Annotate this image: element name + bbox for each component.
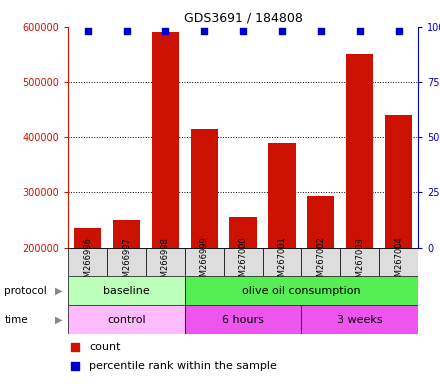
Bar (185, 248, 224, 276)
Text: GSM266998: GSM266998 (161, 237, 170, 288)
Text: time: time (4, 314, 28, 325)
Text: GSM266996: GSM266996 (83, 237, 92, 288)
Bar (107, 248, 146, 276)
Text: GSM267004: GSM267004 (394, 237, 403, 288)
Bar (146, 248, 185, 276)
Text: 6 hours: 6 hours (222, 314, 264, 325)
Bar (152, 32, 179, 358)
Bar (185, 305, 301, 334)
Bar (301, 305, 418, 334)
Point (317, 28, 324, 34)
Point (162, 28, 169, 34)
Text: ▶: ▶ (55, 314, 62, 325)
Point (279, 28, 286, 34)
Point (240, 28, 247, 34)
Text: GSM267002: GSM267002 (316, 237, 325, 288)
Text: GSM267000: GSM267000 (238, 237, 248, 288)
Bar (379, 248, 418, 276)
Bar (113, 220, 140, 358)
Bar (68, 305, 185, 334)
Point (303, 101, 310, 107)
Bar (346, 55, 373, 358)
Text: ▶: ▶ (55, 286, 62, 296)
Text: 3 weeks: 3 weeks (337, 314, 382, 325)
Point (84, 28, 91, 34)
Text: GSM266999: GSM266999 (200, 237, 209, 288)
Bar (301, 248, 340, 276)
Text: baseline: baseline (103, 286, 150, 296)
Point (303, 275, 310, 281)
Bar (230, 217, 257, 358)
Bar (385, 115, 412, 358)
Text: protocol: protocol (4, 286, 47, 296)
Title: GDS3691 / 184808: GDS3691 / 184808 (183, 11, 303, 24)
Bar (224, 248, 263, 276)
Text: percentile rank within the sample: percentile rank within the sample (89, 361, 277, 371)
Text: GSM266997: GSM266997 (122, 237, 131, 288)
Bar (74, 228, 101, 358)
Bar (191, 129, 218, 358)
Point (201, 28, 208, 34)
Point (356, 28, 363, 34)
Text: olive oil consumption: olive oil consumption (242, 286, 361, 296)
Text: count: count (89, 342, 121, 352)
Bar (307, 196, 334, 358)
Text: GSM267003: GSM267003 (355, 237, 364, 288)
Point (123, 28, 130, 34)
Bar (68, 276, 185, 305)
Bar (263, 248, 301, 276)
Point (395, 28, 402, 34)
Bar (268, 143, 296, 358)
Bar (68, 248, 107, 276)
Text: control: control (107, 314, 146, 325)
Bar (340, 248, 379, 276)
Bar (185, 276, 418, 305)
Text: GSM267001: GSM267001 (278, 237, 286, 288)
